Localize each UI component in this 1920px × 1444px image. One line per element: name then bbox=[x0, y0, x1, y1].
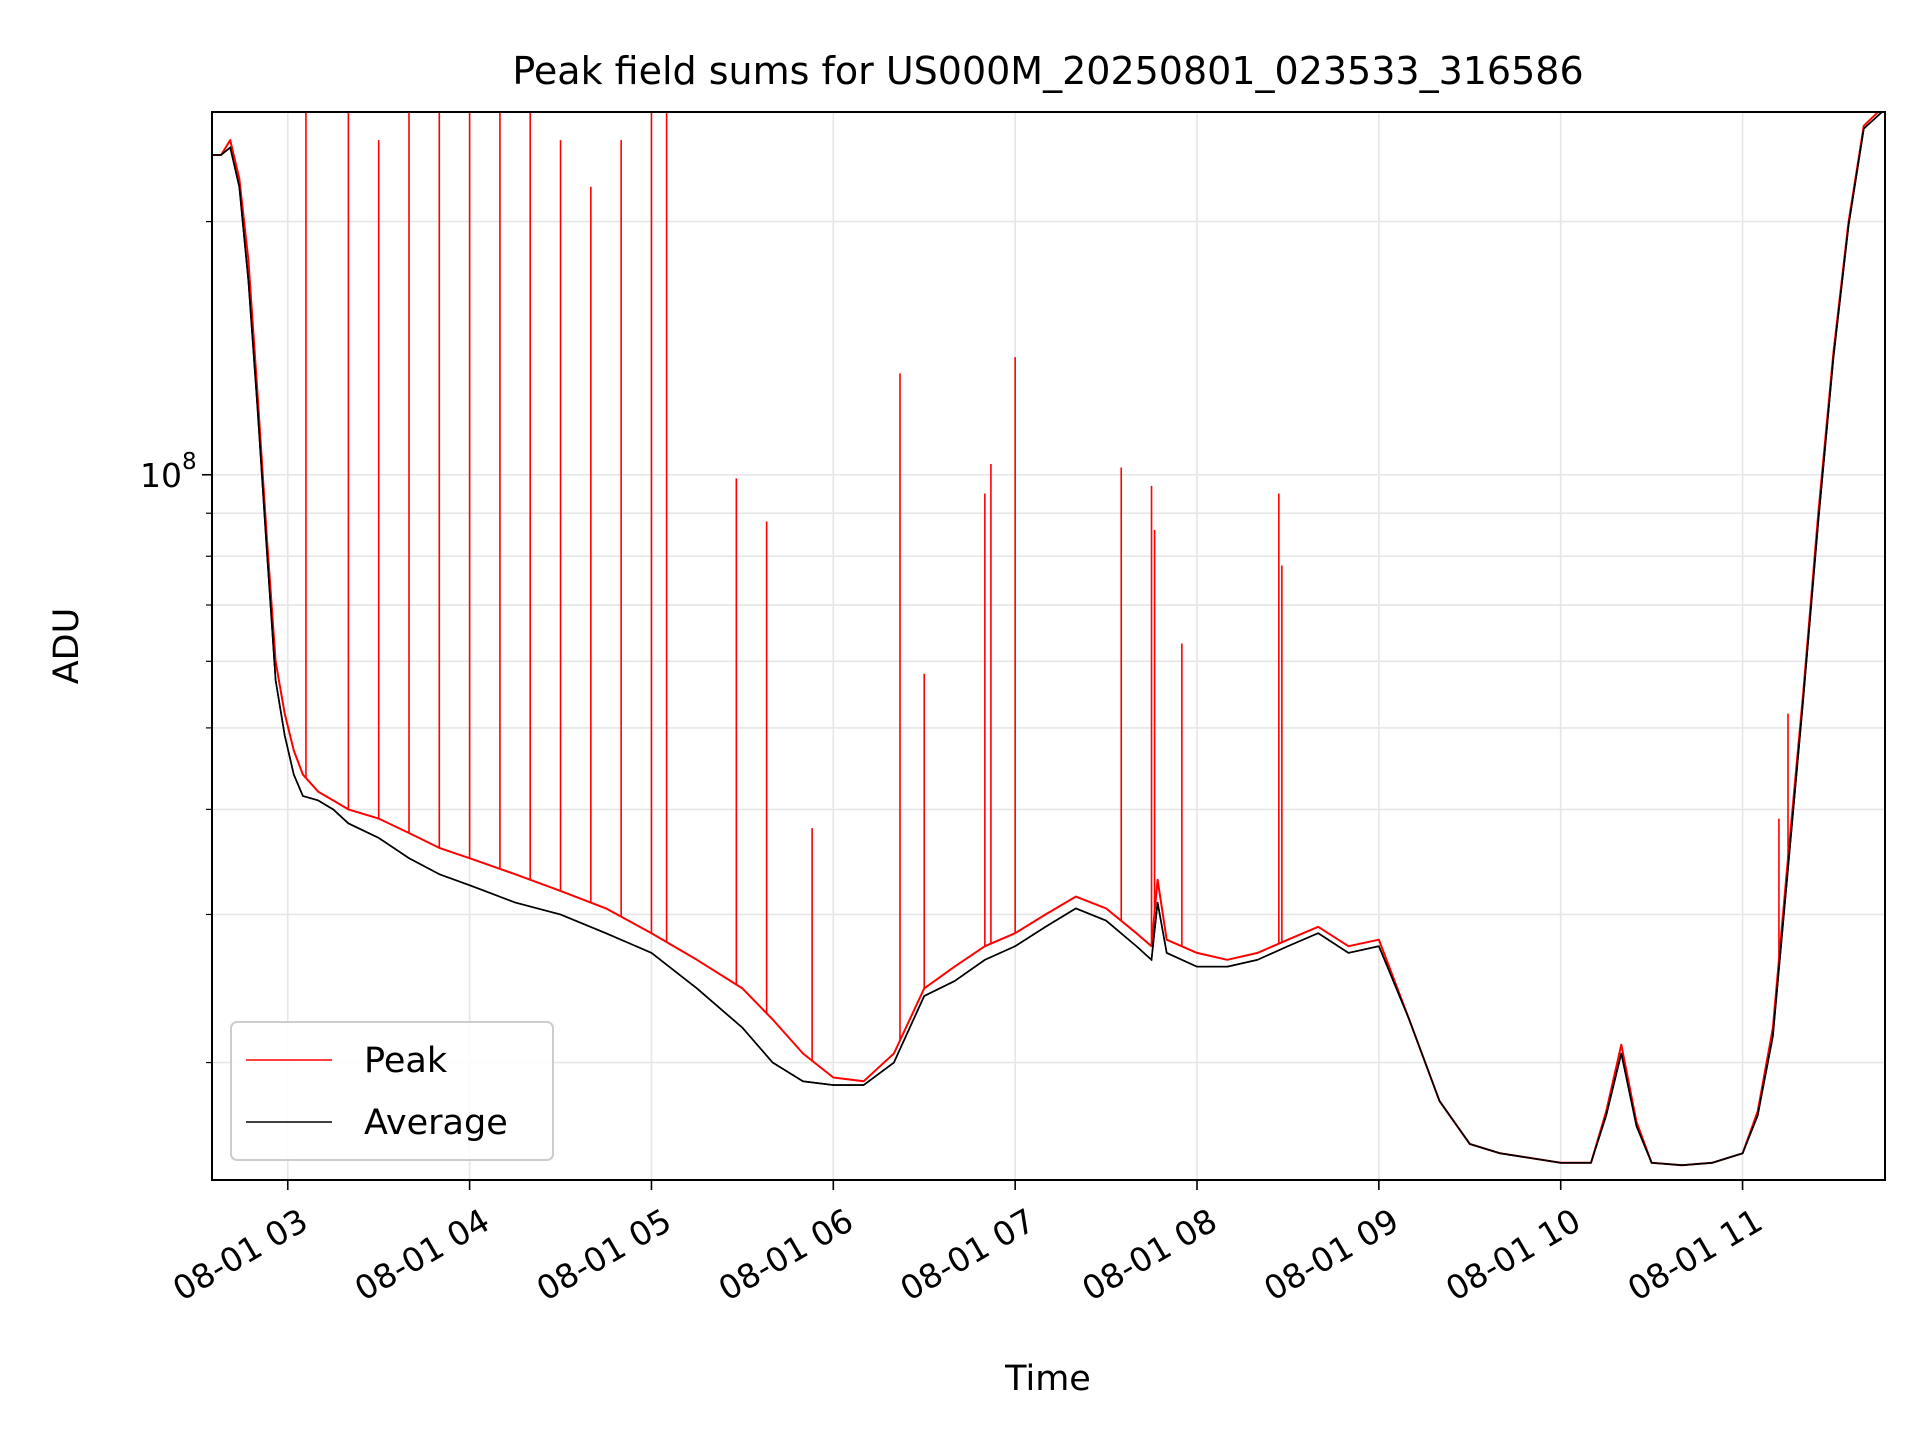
legend-label-average: Average bbox=[364, 1103, 508, 1143]
y-tick-label-exponent: 8 bbox=[182, 449, 197, 475]
x-axis-label: Time bbox=[1004, 1359, 1091, 1399]
chart-title: Peak field sums for US000M_20250801_0235… bbox=[512, 49, 1583, 93]
legend: Peak Average bbox=[230, 1021, 554, 1161]
legend-label-peak: Peak bbox=[364, 1041, 448, 1081]
plot-frame bbox=[211, 111, 1886, 1181]
plot-lines bbox=[212, 112, 1884, 1167]
series-line-average-top bbox=[212, 112, 1884, 1167]
y-axis-label: ADU bbox=[47, 608, 87, 685]
y-tick-label: 10 bbox=[140, 456, 182, 495]
legend-box bbox=[230, 1021, 554, 1161]
